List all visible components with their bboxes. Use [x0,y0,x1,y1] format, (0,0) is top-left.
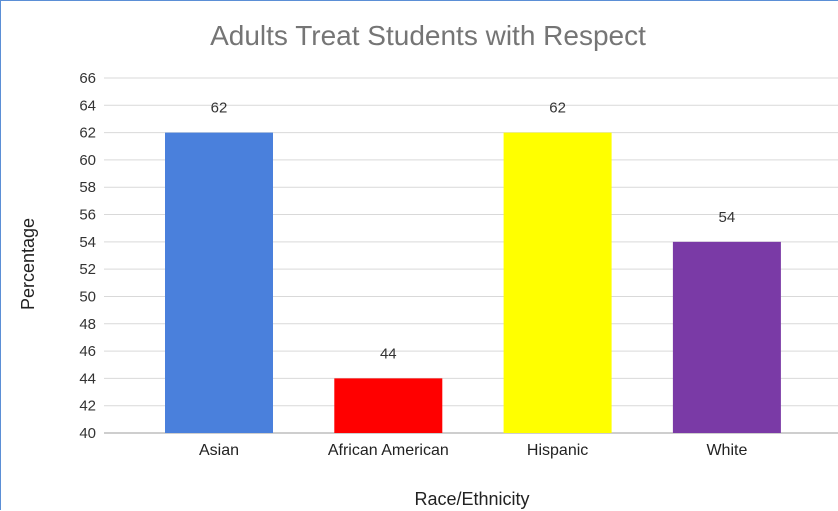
bar-asian[interactable] [165,132,273,433]
bars [165,132,781,433]
y-tick-label: 44 [79,370,96,387]
y-tick-label: 46 [79,343,96,360]
data-label: 54 [719,209,736,226]
y-tick-label: 62 [79,125,96,142]
x-axis-title: Race/Ethnicity [414,489,529,509]
x-axis-categories: Asian African American Hispanic White [199,442,747,459]
chart-title: Adults Treat Students with Respect [210,20,646,51]
y-tick-label: 64 [79,97,96,114]
bar-hispanic[interactable] [503,132,612,433]
y-axis-ticks: 40 42 44 46 48 50 52 54 56 58 60 62 64 66 [79,70,96,442]
data-labels: 62 44 62 54 [211,100,736,363]
bar-white[interactable] [672,241,781,433]
y-tick-label: 60 [79,152,96,169]
x-category-label: White [706,442,747,459]
data-label: 62 [211,100,228,117]
x-category-label: Hispanic [527,442,588,459]
bar-african-american[interactable] [334,378,443,433]
y-tick-label: 48 [79,316,96,333]
data-label: 62 [549,100,566,117]
y-tick-label: 42 [79,398,96,415]
y-tick-label: 50 [79,288,96,305]
data-label: 44 [380,345,397,362]
y-tick-label: 56 [79,207,96,224]
y-axis-title: Percentage [18,218,38,310]
y-tick-label: 52 [79,261,96,278]
x-category-label: African American [328,442,449,459]
y-tick-label: 66 [79,70,96,87]
y-tick-label: 40 [79,425,96,442]
y-tick-label: 54 [79,234,96,251]
x-category-label: Asian [199,442,239,459]
y-tick-label: 58 [79,179,96,196]
